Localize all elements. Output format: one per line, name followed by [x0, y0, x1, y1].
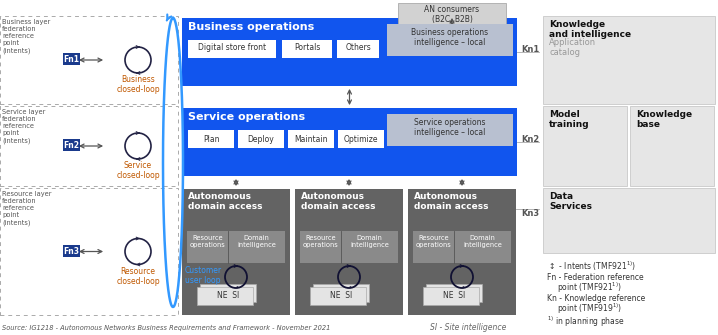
Text: Fn - Federation reference: Fn - Federation reference	[547, 273, 643, 282]
Bar	[187, 231, 285, 263]
Text: Model
training: Model training	[549, 110, 589, 129]
Text: Autonomous
domain access: Autonomous domain access	[188, 192, 263, 211]
Text: Business operations: Business operations	[188, 22, 314, 32]
Text: point (TMF921$^{1)}$): point (TMF921$^{1)}$)	[557, 281, 622, 295]
Bar	[630, 106, 714, 186]
Text: Kn3: Kn3	[521, 209, 539, 218]
Text: AN consumers
(B2C, B2B): AN consumers (B2C, B2B)	[424, 5, 480, 24]
Text: Service operations
intelligence – local: Service operations intelligence – local	[414, 118, 486, 137]
Text: Fn1: Fn1	[63, 55, 80, 64]
Text: Fn3: Fn3	[63, 247, 80, 256]
Bar	[413, 231, 511, 263]
Text: Service operations: Service operations	[188, 112, 305, 122]
Bar	[200, 284, 256, 302]
Text: Source: IG1218 - Autonomous Networks Business Requirements and Framework - Novem: Source: IG1218 - Autonomous Networks Bus…	[2, 325, 330, 331]
Text: Service layer
federation
reference
point
(intents): Service layer federation reference point…	[2, 109, 45, 143]
Text: Kn2: Kn2	[521, 135, 539, 144]
Bar	[543, 16, 715, 104]
Bar	[387, 24, 513, 56]
Text: NE  SI: NE SI	[443, 291, 465, 300]
Bar	[63, 139, 80, 151]
Bar	[0, 188, 178, 315]
Text: Knowledge
base: Knowledge base	[636, 110, 692, 129]
Bar	[337, 40, 379, 58]
Bar	[238, 130, 284, 148]
Text: point (TMF919$^{1)}$): point (TMF919$^{1)}$)	[557, 302, 623, 316]
Bar	[182, 18, 517, 86]
Bar	[182, 189, 290, 315]
Bar	[188, 130, 234, 148]
Text: Knowledge
and intelligence: Knowledge and intelligence	[549, 20, 631, 40]
Bar	[63, 53, 80, 65]
Text: Resource
closed-loop: Resource closed-loop	[116, 267, 160, 286]
Text: Business operations
intelligence – local: Business operations intelligence – local	[411, 28, 488, 47]
Bar	[313, 284, 369, 302]
Text: Resource
operations: Resource operations	[190, 235, 225, 248]
Bar	[0, 106, 178, 186]
Text: Business layer
federation
reference
point
(intents): Business layer federation reference poin…	[2, 19, 50, 54]
Bar	[316, 281, 372, 299]
Bar	[543, 106, 627, 186]
Text: Data
Services: Data Services	[549, 192, 592, 211]
Bar	[310, 287, 366, 305]
Bar	[295, 189, 403, 315]
Text: Digital store front: Digital store front	[198, 44, 266, 53]
Text: Optimize: Optimize	[344, 134, 378, 143]
Text: Domain
intelligence: Domain intelligence	[237, 235, 276, 248]
Text: Business
closed-loop: Business closed-loop	[116, 75, 160, 94]
Bar	[63, 245, 80, 257]
Text: NE  SI: NE SI	[330, 291, 352, 300]
Text: Plan: Plan	[202, 134, 219, 143]
Bar	[288, 130, 334, 148]
Text: Customer
user loop: Customer user loop	[185, 266, 222, 285]
Bar	[387, 114, 513, 146]
Text: Fn2: Fn2	[63, 141, 80, 150]
Text: Kn1: Kn1	[521, 46, 539, 55]
Text: Resource
operations: Resource operations	[416, 235, 452, 248]
Text: Others: Others	[345, 44, 371, 53]
Text: Domain
intelligence: Domain intelligence	[463, 235, 502, 248]
Text: $\updownarrow$ - Intents (TMF921$^{1)}$): $\updownarrow$ - Intents (TMF921$^{1)}$)	[547, 260, 636, 273]
Bar	[0, 16, 178, 104]
Text: Autonomous
domain access: Autonomous domain access	[414, 192, 488, 211]
Bar	[338, 130, 384, 148]
Text: Domain
intelligence: Domain intelligence	[350, 235, 389, 248]
Text: Resource layer
federation
reference
point
(intents): Resource layer federation reference poin…	[2, 191, 52, 225]
Bar	[429, 281, 485, 299]
Text: Portals: Portals	[294, 44, 320, 53]
Bar	[282, 40, 332, 58]
Bar	[188, 40, 276, 58]
Text: Autonomous
domain access: Autonomous domain access	[301, 192, 376, 211]
Bar	[203, 281, 259, 299]
Text: Resource
operations: Resource operations	[303, 235, 338, 248]
Text: Maintain: Maintain	[294, 134, 327, 143]
Text: $^{1)}$ in planning phase: $^{1)}$ in planning phase	[547, 315, 625, 329]
Text: Service
closed-loop: Service closed-loop	[116, 161, 160, 181]
Text: Deploy: Deploy	[248, 134, 274, 143]
Text: Application
catalog: Application catalog	[549, 38, 596, 57]
Text: NE  SI: NE SI	[217, 291, 239, 300]
Bar	[543, 188, 715, 253]
Text: Kn - Knowledge reference: Kn - Knowledge reference	[547, 294, 645, 303]
Text: SI - Site intelligence: SI - Site intelligence	[429, 323, 506, 332]
Bar	[426, 284, 482, 302]
Bar	[300, 231, 398, 263]
Bar	[197, 287, 253, 305]
Bar	[423, 287, 479, 305]
Bar	[398, 3, 506, 29]
Bar	[182, 108, 517, 176]
Bar	[408, 189, 516, 315]
